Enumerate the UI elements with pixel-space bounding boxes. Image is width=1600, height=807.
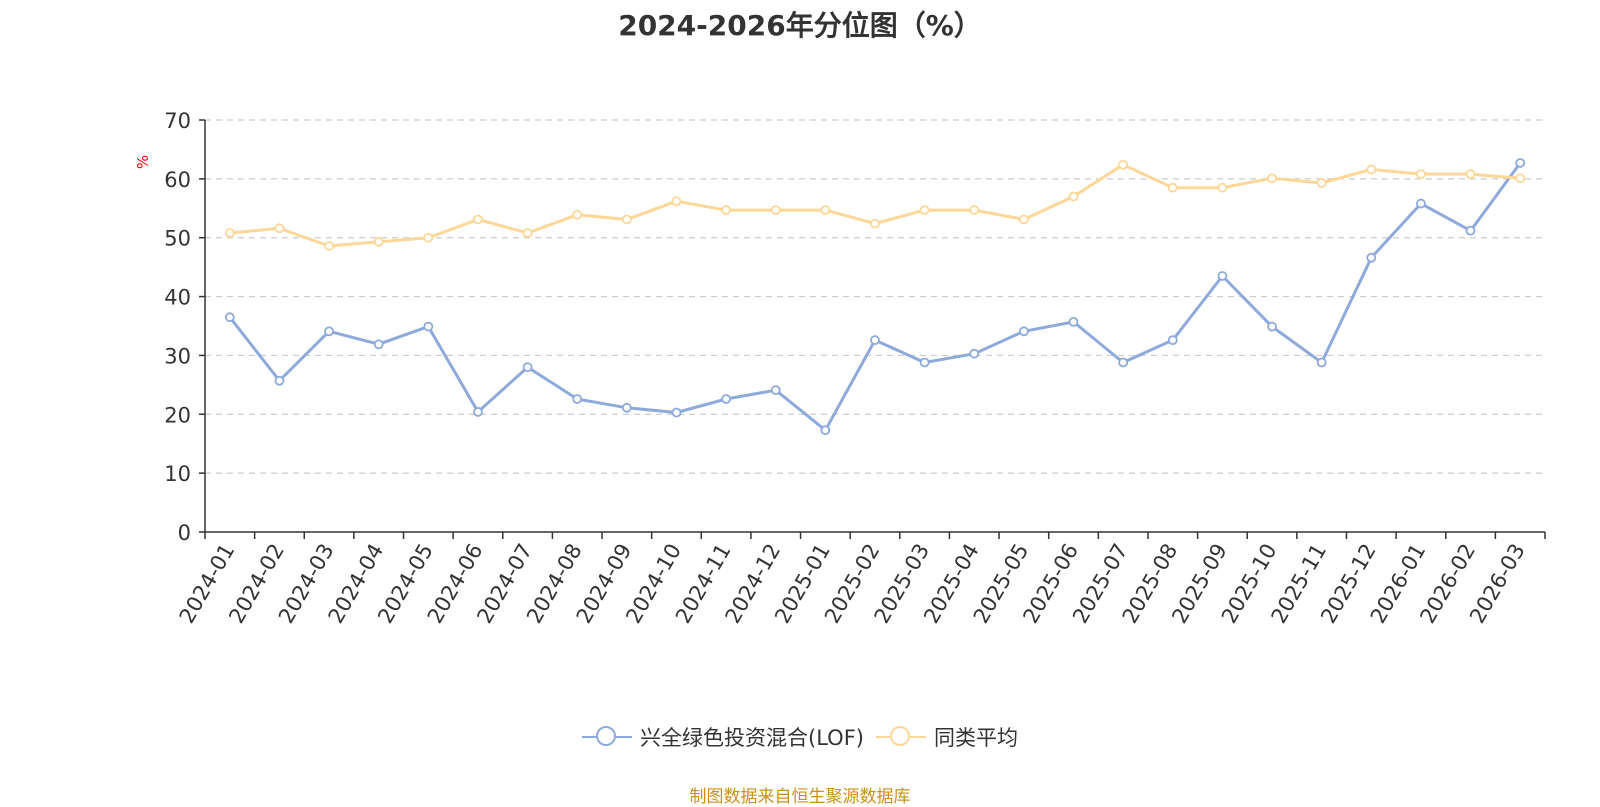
- series-1-point: [224, 312, 235, 323]
- y-tick-label: 40: [164, 286, 191, 310]
- series-2-point: [919, 205, 930, 215]
- series-2-point: [621, 214, 632, 225]
- series-1-point: [820, 425, 831, 436]
- series-2-point: [274, 223, 285, 234]
- legend-marker-icon: [582, 725, 633, 749]
- series-2-point: [820, 205, 831, 215]
- series-2-point: [423, 232, 434, 243]
- y-tick-label: 10: [164, 462, 191, 486]
- series-2-point: [1018, 214, 1029, 225]
- line-chart: 010203040506070%2024-012024-022024-03202…: [134, 109, 1546, 627]
- legend-item-1[interactable]: 兴全绿色投资混合(LOF): [582, 722, 864, 752]
- series-1-point: [919, 357, 930, 368]
- series-2-point: [870, 218, 880, 229]
- axis-layer: 010203040506070%2024-012024-022024-03202…: [134, 109, 1546, 627]
- source-note: 制图数据来自恒生聚源数据库: [689, 787, 911, 807]
- series-1-point: [1118, 357, 1129, 368]
- chart-title: 2024-2026年分位图（%）: [618, 9, 982, 42]
- series-1-point: [274, 375, 285, 386]
- series-2-point: [522, 228, 533, 238]
- series-2-point: [324, 241, 334, 251]
- series-1-point: [572, 394, 583, 404]
- legend-item-2[interactable]: 同类平均: [875, 722, 1018, 752]
- series-1-point: [1267, 321, 1277, 332]
- series-2-point: [1465, 169, 1476, 180]
- legend: 兴全绿色投资混合(LOF) 同类平均: [0, 722, 1600, 754]
- series-1-point: [671, 407, 682, 418]
- series-1-point: [721, 394, 732, 404]
- series-2-point: [1068, 191, 1079, 202]
- series-2-point: [373, 236, 384, 247]
- series-1-point: [473, 407, 483, 417]
- series-1-point: [870, 335, 880, 346]
- series-1-point: [1217, 271, 1228, 281]
- series-1-point: [373, 339, 384, 350]
- series-2-point: [1316, 178, 1327, 188]
- y-tick-label: 20: [164, 403, 191, 427]
- legend-label: 兴全绿色投资混合(LOF): [640, 726, 864, 750]
- series-1-point: [423, 321, 434, 332]
- series-1-point: [621, 402, 632, 413]
- series-line-2: [229, 163, 1521, 248]
- series-1-point: [324, 326, 334, 337]
- series-2-point: [1366, 164, 1377, 175]
- y-tick-label: 0: [178, 521, 191, 545]
- series-2-point: [1217, 182, 1228, 193]
- y-tick-label: 70: [164, 109, 191, 133]
- series-2-point: [969, 205, 980, 215]
- series-line-1: [228, 162, 1522, 432]
- y-tick-label: 50: [164, 227, 191, 251]
- legend-marker-icon: [875, 725, 926, 749]
- series-1-point: [1018, 326, 1029, 337]
- y-axis-unit-label: %: [134, 155, 152, 169]
- y-tick-label: 60: [164, 168, 191, 192]
- legend-label: 同类平均: [933, 726, 1018, 750]
- series-1-point: [969, 348, 980, 359]
- series-1-point: [1167, 335, 1178, 346]
- series-2-point: [473, 214, 483, 225]
- grid-layer: [205, 119, 1545, 474]
- series-2-point: [1118, 159, 1129, 170]
- series-2-point: [721, 205, 732, 215]
- series-2-point: [224, 228, 235, 238]
- series-2-point: [671, 196, 682, 207]
- series-2-point: [572, 209, 583, 220]
- series-2-point: [1167, 182, 1178, 193]
- series-1-point: [1316, 357, 1327, 368]
- series-1-point: [1366, 252, 1377, 263]
- series-2-point: [770, 205, 781, 215]
- series-2-point: [1267, 173, 1277, 184]
- series-1-point: [770, 385, 781, 396]
- series-1-point: [522, 362, 533, 373]
- series-1-point: [1465, 225, 1476, 236]
- series-layer: [224, 158, 1526, 436]
- series-1-point: [1515, 158, 1526, 168]
- series-1-point: [1068, 316, 1079, 327]
- y-tick-label: 30: [164, 344, 191, 368]
- series-1-point: [1416, 198, 1426, 209]
- series-2-point: [1416, 169, 1426, 180]
- series-2-point: [1515, 173, 1526, 184]
